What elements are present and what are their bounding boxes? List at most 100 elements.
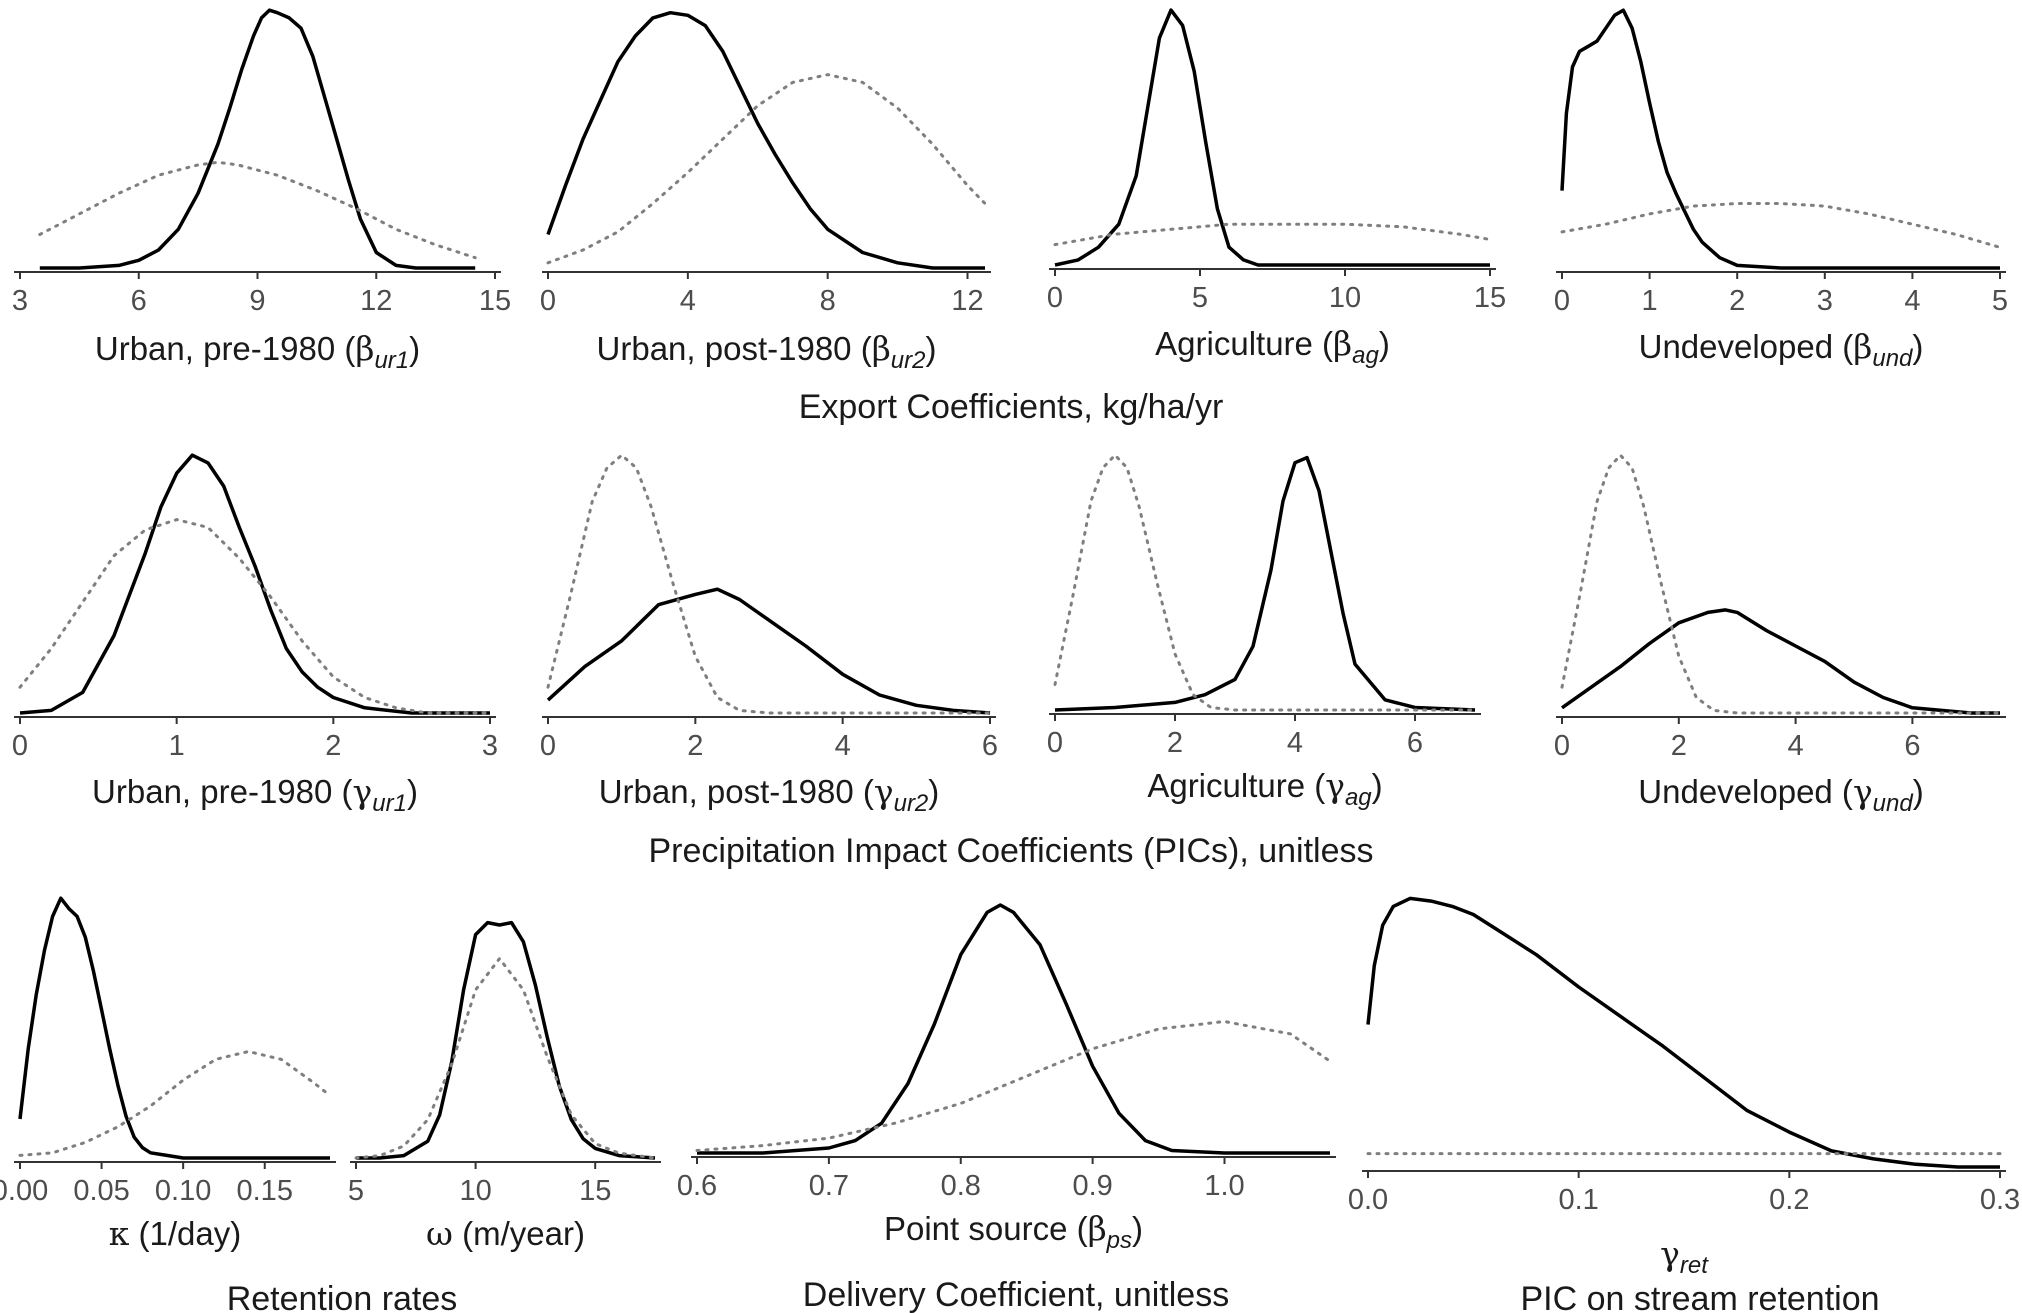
x-tick-label: 4 [835,730,851,762]
pic-row-label: Precipitation Impact Coefficients (PICs)… [649,832,1374,870]
delivery-row-label: Delivery Coefficient, unitless [803,1276,1229,1313]
posterior-density-line [546,10,985,270]
x-tick-label: 0 [1047,282,1063,314]
x-axis-title: Urban, post-1980 (βur2) [597,329,937,374]
x-axis-title: Urban, pre-1980 (γur1) [92,772,418,817]
x-tick-label: 1 [169,730,185,762]
x-tick-label: 3 [12,285,28,317]
x-tick-label: 0.6 [677,1170,717,1202]
panel-gamma_ret: 0.0 0.1 0.2 0.3 γret [1348,896,2020,1279]
posterior-density-line [19,453,490,715]
posterior-density-line [697,903,1330,1155]
prior-density-line [546,73,987,265]
x-axis-title: ω (m/year) [426,1214,585,1253]
posterior-density-line [1560,8,2000,270]
x-tick-label: 0.00 [0,1175,48,1207]
x-tick-label: 15 [479,285,511,317]
x-axis-title: Urban, post-1980 (γur2) [599,772,940,817]
x-tick-label: 0.1 [1559,1184,1599,1216]
x-tick-label: 0.10 [155,1175,211,1207]
x-tick-label: 2 [1167,727,1183,759]
stream-row-label: PIC on stream retention [1520,1280,1879,1313]
panel-gamma_ur1: 0 1 2 3 Urban, pre-1980 (γur1) [12,453,498,817]
panel-beta_und: 0 1 2 3 4 5 Undeveloped (βund) [1554,8,2008,372]
prior-density-line [546,453,992,715]
export-row-label: Export Coefficients, kg/ha/yr [799,388,1224,426]
x-axis-title: Urban, pre-1980 (βur1) [95,329,420,374]
prior-density-line [18,518,492,715]
prior-density-line [1053,452,1477,712]
posterior-density-line [546,587,991,715]
x-tick-label: 10 [459,1175,491,1207]
x-tick-label: 15 [579,1175,611,1207]
x-tick-label: 0.0 [1348,1184,1388,1216]
x-tick-label: 0 [540,730,556,762]
panel-beta_ag: 0 5 10 15 Agriculture (βag) [1047,8,1506,369]
x-tick-label: 8 [820,285,836,317]
x-tick-label: 0 [1554,730,1570,762]
x-tick-label: 0 [540,285,556,317]
x-tick-label: 4 [1904,285,1920,317]
x-tick-label: 0.8 [941,1170,981,1202]
panel-gamma_und: 0 2 4 6 Undeveloped (γund) [1554,452,2006,817]
prior-density-line [18,1049,332,1157]
panel-gamma_ag: 0 2 4 6 Agriculture (γag) [1047,452,1481,811]
posterior-density-line [18,896,330,1160]
x-tick-label: 6 [982,730,998,762]
x-tick-label: 0 [1047,727,1063,759]
prior-density-line [1560,452,2002,715]
panel-omega: 5 10 15 ω (m/year) [348,920,661,1253]
x-tick-label: 1 [1642,285,1658,317]
x-tick-label: 5 [348,1175,364,1207]
x-tick-label: 6 [131,285,147,317]
x-axis-title: Agriculture (βag) [1155,324,1390,369]
x-tick-label: 10 [1329,282,1361,314]
x-tick-label: 0 [12,730,28,762]
x-tick-label: 2 [687,730,703,762]
x-tick-label: 3 [482,730,498,762]
x-axis-title: γret [1660,1234,1709,1279]
prior-density-line [1560,202,2002,249]
panel-beta_ur1: 3 6 9 12 15 Urban, pre-1980 (βur1) [12,8,511,374]
x-tick-label: 4 [680,285,696,317]
x-tick-label: 12 [360,285,392,317]
prior-density-line [1053,222,1492,247]
panel-kappa: 0.00 0.05 0.10 0.15 κ (1/day) [0,896,336,1253]
x-tick-label: 4 [1287,727,1303,759]
x-tick-label: 6 [1407,727,1423,759]
posterior-density-line [1560,608,2000,715]
x-tick-label: 5 [1992,285,2008,317]
posterior-density-line [1366,896,2000,1169]
x-tick-label: 12 [951,285,983,317]
x-tick-label: 0.9 [1072,1170,1112,1202]
x-axis-title: Point source (βps) [884,1209,1143,1254]
x-tick-label: 0 [1554,285,1570,317]
posterior-density-line [356,920,656,1160]
x-tick-label: 0.7 [809,1170,849,1202]
panel-gamma_ur2: 0 2 4 6 Urban, post-1980 (γur2) [540,453,998,817]
x-axis-title: Agriculture (γag) [1147,766,1382,811]
panel-beta_ps: 0.6 0.7 0.8 0.9 1.0 Point source (βps) [677,903,1336,1254]
x-tick-label: 2 [325,730,341,762]
x-tick-label: 2 [1729,285,1745,317]
posterior-density-line [39,8,476,270]
x-tick-label: 4 [1788,730,1804,762]
x-axis-title: Undeveloped (γund) [1638,772,1923,817]
x-tick-label: 0.2 [1769,1184,1809,1216]
posterior-density-line [1054,455,1476,712]
retention-row-label: Retention rates [227,1280,458,1313]
x-axis-title: Undeveloped (βund) [1639,327,1924,372]
panel-beta_ur2: 0 4 8 12 Urban, post-1980 (βur2) [540,10,991,374]
x-tick-label: 6 [1904,730,1920,762]
x-tick-label: 5 [1192,282,1208,314]
prior-density-line [38,160,477,260]
prior-density-line [354,956,657,1160]
x-tick-label: 0.15 [237,1175,293,1207]
x-tick-label: 0.05 [73,1175,129,1207]
x-axis-title: κ (1/day) [109,1214,242,1253]
x-tick-label: 3 [1817,285,1833,317]
prior-density-line [695,1019,1332,1152]
x-tick-label: 9 [249,285,265,317]
x-tick-label: 15 [1474,282,1506,314]
